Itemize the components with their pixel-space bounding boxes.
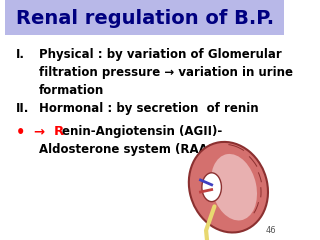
Text: I.: I.	[16, 48, 25, 61]
Ellipse shape	[202, 173, 221, 202]
Text: Aldosterone system (RAAS): Aldosterone system (RAAS)	[39, 143, 221, 156]
Text: filtration pressure → variation in urine: filtration pressure → variation in urine	[39, 66, 292, 79]
Text: Renal regulation of B.P.: Renal regulation of B.P.	[16, 8, 274, 28]
Text: Hormonal : by secretion  of renin: Hormonal : by secretion of renin	[39, 102, 258, 115]
Text: enin-Angiotensin (AGII)-: enin-Angiotensin (AGII)-	[62, 125, 222, 138]
Text: →: →	[33, 125, 44, 138]
FancyBboxPatch shape	[5, 0, 284, 35]
Ellipse shape	[189, 142, 268, 233]
Text: 46: 46	[265, 226, 276, 235]
Text: formation: formation	[39, 84, 104, 97]
Ellipse shape	[211, 154, 257, 221]
Text: •: •	[16, 125, 26, 140]
Text: II.: II.	[16, 102, 30, 115]
Text: R: R	[54, 125, 64, 138]
Text: Physical : by variation of Glomerular: Physical : by variation of Glomerular	[39, 48, 281, 61]
